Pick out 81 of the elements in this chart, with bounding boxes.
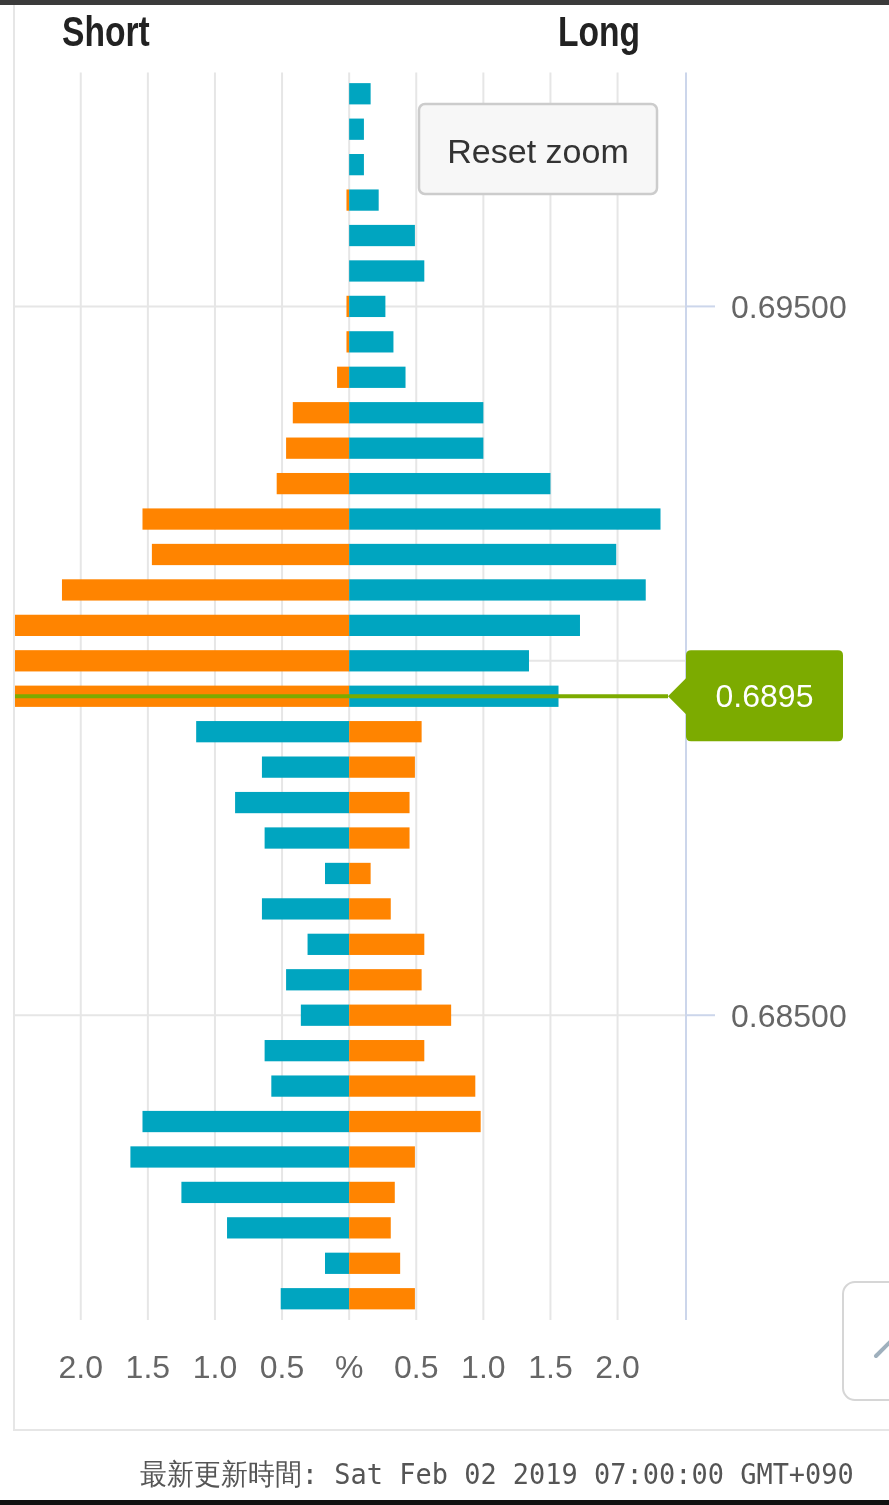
- bar: [196, 721, 350, 743]
- bar: [349, 898, 391, 920]
- bar: [349, 1181, 395, 1204]
- bar: [227, 1217, 350, 1239]
- bar: [286, 969, 350, 991]
- y-tick-label: 0.69500: [731, 288, 847, 325]
- bar: [292, 402, 350, 424]
- bar: [349, 224, 415, 247]
- bar: [349, 83, 371, 105]
- bar: [337, 366, 350, 388]
- bar: [151, 543, 350, 566]
- bar: [264, 1040, 350, 1062]
- bar: [349, 508, 661, 530]
- bar: [142, 508, 350, 530]
- ref-line-label: 0.6895: [715, 678, 814, 715]
- bar: [349, 1075, 476, 1097]
- bar: [235, 791, 350, 814]
- bar: [349, 472, 551, 495]
- bar: [271, 1075, 350, 1097]
- text: Long: [557, 8, 640, 55]
- x-tick-label: 0.5: [394, 1349, 439, 1385]
- x-tick-label: 2.0: [58, 1349, 103, 1385]
- bar: [349, 1040, 425, 1062]
- x-tick-label: 1.0: [192, 1349, 238, 1385]
- price-tag: 0.6895: [668, 650, 843, 742]
- bar: [349, 827, 410, 849]
- bar: [264, 827, 350, 849]
- bar: [349, 862, 371, 885]
- bar: [276, 472, 350, 495]
- x-tick-label: 1.5: [528, 1349, 573, 1385]
- bar: [261, 898, 350, 920]
- bar: [349, 1004, 452, 1026]
- bar: [349, 650, 529, 672]
- bar: [142, 1110, 350, 1133]
- bar: [286, 437, 350, 459]
- bar: [349, 1217, 391, 1239]
- bar: [300, 1004, 350, 1026]
- bar: [280, 1288, 350, 1310]
- x-tick-label: 1.0: [461, 1349, 506, 1385]
- bar: [349, 543, 617, 566]
- bar: [349, 331, 394, 353]
- button-reset-zoom: Reset zoom: [417, 102, 659, 196]
- bar: [346, 331, 350, 353]
- bar: [349, 614, 580, 636]
- bar: [349, 437, 484, 459]
- x-tick-label: 2.0: [595, 1349, 640, 1385]
- bar: [349, 933, 425, 955]
- y-tick-label: 0.68500: [731, 997, 847, 1034]
- bar: [349, 1146, 415, 1168]
- bar: [349, 189, 379, 211]
- bar: [346, 189, 350, 211]
- bar: [349, 1288, 415, 1310]
- bar: [130, 1146, 350, 1168]
- bar: [349, 1252, 401, 1274]
- x-tick-label: 1.5: [125, 1349, 171, 1385]
- annotation: Reset zoom: [447, 132, 629, 170]
- bar: [61, 579, 350, 601]
- bar: [349, 1110, 481, 1133]
- bar: [349, 969, 422, 991]
- x-tick-label: %: [334, 1349, 364, 1385]
- bar: [349, 756, 415, 778]
- bar: [349, 260, 425, 282]
- text: 最新更新時間: Sat Feb 02 2019 07:00:00 GMT+090: [140, 1457, 854, 1492]
- bar: [349, 366, 406, 388]
- bar: [349, 295, 386, 318]
- bar: [349, 402, 484, 424]
- bar: [349, 154, 364, 176]
- bar: [325, 1252, 350, 1274]
- bar: [325, 862, 350, 885]
- bar: [15, 614, 350, 636]
- text: Short: [62, 8, 150, 55]
- bar: [261, 756, 350, 778]
- bar: [181, 1181, 350, 1204]
- bar: [15, 650, 350, 672]
- bar: [346, 295, 350, 318]
- bar: [349, 791, 410, 814]
- bar: [349, 721, 422, 743]
- bar: [349, 579, 646, 601]
- x-tick-label: 0.5: [259, 1349, 305, 1385]
- bar: [349, 118, 364, 140]
- bar: [307, 933, 350, 955]
